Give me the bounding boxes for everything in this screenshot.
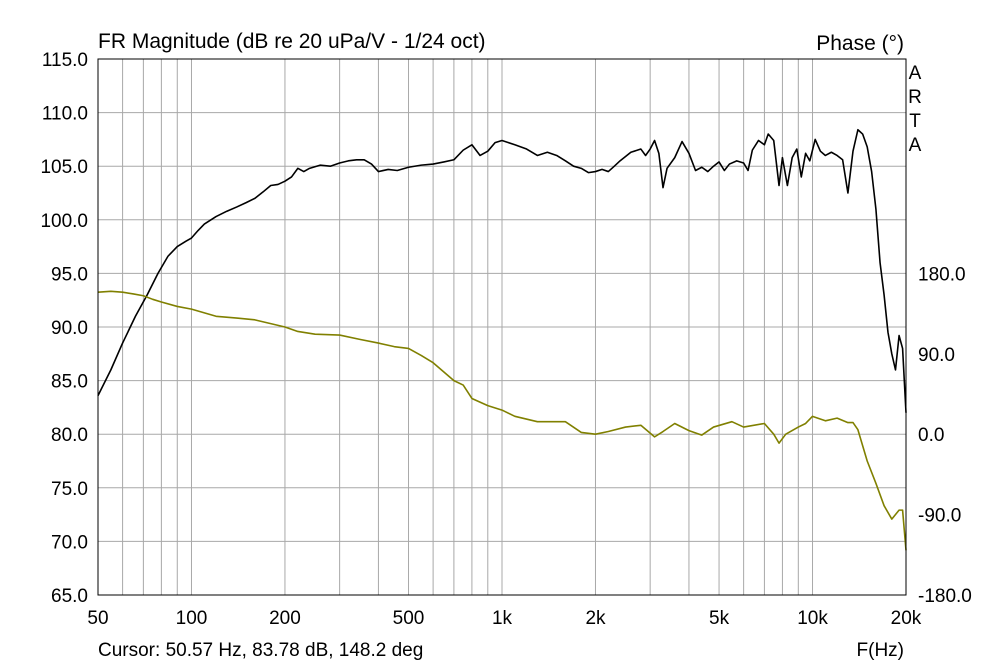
magnitude-series-line — [97, 128, 907, 413]
phase-tick-label: 0.0 — [918, 425, 944, 446]
y-tick-label: 90.0 — [51, 318, 88, 339]
y-tick-label: 95.0 — [51, 264, 88, 285]
watermark-letter: A — [909, 63, 922, 84]
plot-frame — [97, 58, 907, 596]
phase-series-line — [97, 290, 907, 551]
watermark-letter: R — [908, 87, 922, 108]
y-tick-label: 75.0 — [51, 479, 88, 500]
x-tick-label: 50 — [87, 608, 108, 629]
phase-axis-title: Phase (°) — [816, 32, 904, 55]
phase-tick-label: 90.0 — [918, 345, 955, 366]
x-tick-label: 2k — [585, 608, 606, 629]
phase-tick-label: -90.0 — [918, 506, 961, 527]
watermark-letter: T — [909, 111, 921, 132]
x-tick-label: 1k — [492, 608, 513, 629]
grid — [98, 59, 906, 595]
y-tick-label: 110.0 — [42, 104, 88, 125]
watermark-letter: A — [909, 135, 922, 156]
y-tick-label: 100.0 — [40, 211, 88, 232]
x-axis-label: F(Hz) — [857, 640, 904, 661]
chart-title: FR Magnitude (dB re 20 uPa/V - 1/24 oct) — [98, 30, 486, 53]
x-tick-label: 500 — [393, 608, 425, 629]
cursor-readout: Cursor: 50.57 Hz, 83.78 dB, 148.2 deg — [98, 640, 423, 661]
series-layer — [97, 128, 907, 551]
y-tick-label: 105.0 — [40, 157, 88, 178]
x-tick-label: 5k — [709, 608, 730, 629]
phase-tick-label: -180.0 — [918, 586, 972, 607]
x-tick-label: 20k — [891, 608, 922, 629]
x-tick-label: 200 — [269, 608, 301, 629]
x-tick-label: 10k — [797, 608, 828, 629]
y-tick-label: 70.0 — [51, 532, 88, 553]
y-tick-label: 85.0 — [51, 372, 88, 393]
phase-tick-label: 180.0 — [918, 264, 966, 285]
x-tick-label: 100 — [176, 608, 208, 629]
tick-labels: 50 100 200 500 1k 2k 5k 10k 20k 115.0 110.0 105.0 10… — [40, 50, 971, 629]
y-tick-label: 115.0 — [42, 50, 88, 71]
y-tick-label: 65.0 — [51, 586, 88, 607]
y-tick-label: 80.0 — [51, 425, 88, 446]
